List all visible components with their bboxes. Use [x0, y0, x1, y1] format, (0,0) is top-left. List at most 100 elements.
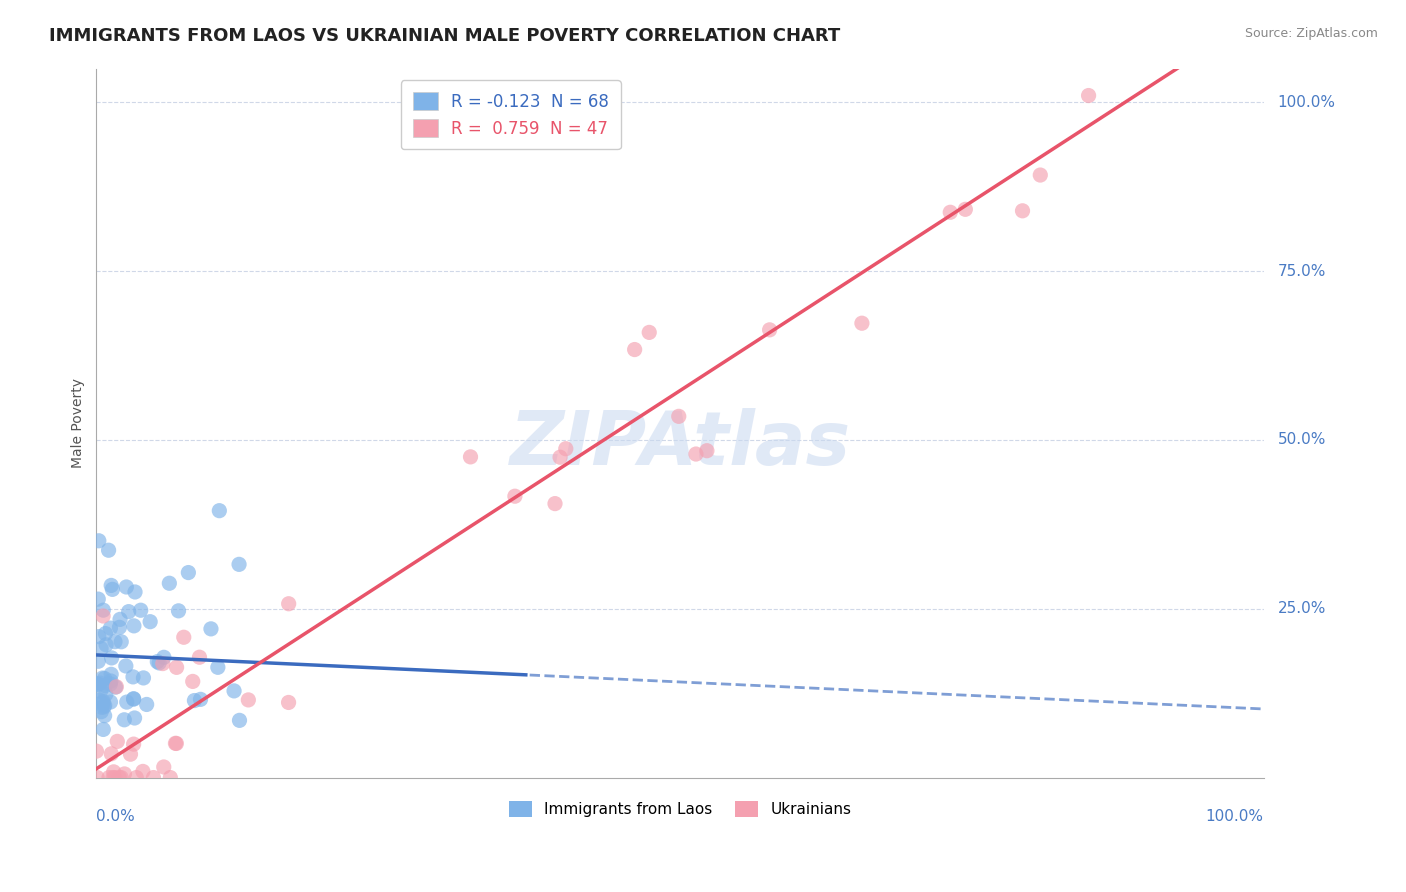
Point	[939, 205, 962, 219]
Point	[104, 771, 127, 785]
Point	[110, 771, 132, 785]
Point	[208, 503, 231, 517]
Point	[460, 450, 482, 464]
Point	[167, 604, 190, 618]
Point	[228, 558, 250, 572]
Point	[101, 771, 124, 785]
Point	[1077, 88, 1099, 103]
Point	[685, 447, 707, 461]
Point	[132, 671, 155, 685]
Point	[207, 660, 229, 674]
Point	[93, 672, 115, 686]
Point	[124, 711, 146, 725]
Point	[177, 566, 200, 580]
Point	[277, 695, 299, 709]
Point	[222, 684, 245, 698]
Point	[115, 580, 138, 594]
Point	[87, 654, 110, 668]
Point	[90, 684, 112, 698]
Point	[104, 634, 127, 648]
Point	[100, 695, 122, 709]
Text: 25.0%: 25.0%	[1278, 601, 1326, 616]
Point	[87, 693, 110, 707]
Point	[87, 592, 110, 607]
Point	[86, 744, 108, 758]
Point	[93, 708, 115, 723]
Point	[851, 316, 873, 330]
Point	[100, 621, 122, 635]
Point	[166, 660, 188, 674]
Point	[122, 670, 145, 684]
Point	[696, 443, 718, 458]
Point	[104, 680, 127, 694]
Point	[1011, 203, 1033, 218]
Text: 50.0%: 50.0%	[1278, 433, 1326, 448]
Text: IMMIGRANTS FROM LAOS VS UKRAINIAN MALE POVERTY CORRELATION CHART: IMMIGRANTS FROM LAOS VS UKRAINIAN MALE P…	[49, 27, 841, 45]
Point	[188, 650, 211, 665]
Point	[122, 691, 145, 706]
Point	[115, 695, 138, 709]
Point	[132, 764, 155, 779]
Point	[181, 674, 204, 689]
Point	[98, 771, 121, 785]
Point	[115, 659, 138, 673]
Point	[173, 630, 195, 644]
Point	[105, 734, 128, 748]
Point	[146, 655, 169, 669]
Point	[94, 687, 117, 701]
Point	[165, 736, 187, 750]
Point	[228, 714, 250, 728]
Point	[100, 578, 122, 592]
Point	[110, 634, 132, 648]
Point	[94, 679, 117, 693]
Point	[94, 638, 117, 652]
Point	[90, 641, 112, 656]
Point	[86, 677, 108, 691]
Point	[103, 764, 125, 779]
Legend: Immigrants from Laos, Ukrainians: Immigrants from Laos, Ukrainians	[503, 795, 858, 823]
Y-axis label: Male Poverty: Male Poverty	[72, 378, 86, 468]
Point	[122, 737, 145, 751]
Point	[503, 489, 526, 503]
Point	[152, 657, 174, 671]
Point	[101, 582, 124, 597]
Point	[90, 700, 112, 714]
Point	[623, 343, 645, 357]
Point	[87, 533, 110, 548]
Point	[105, 680, 128, 694]
Point	[108, 612, 131, 626]
Point	[91, 603, 114, 617]
Text: Source: ZipAtlas.com: Source: ZipAtlas.com	[1244, 27, 1378, 40]
Point	[668, 409, 690, 424]
Point	[638, 326, 661, 340]
Point	[94, 626, 117, 640]
Point	[148, 656, 170, 670]
Point	[91, 723, 114, 737]
Point	[100, 673, 122, 688]
Point	[97, 543, 120, 558]
Point	[120, 747, 142, 762]
Point	[87, 677, 110, 691]
Point	[91, 695, 114, 709]
Point	[93, 698, 115, 713]
Point	[277, 597, 299, 611]
Point	[200, 622, 222, 636]
Text: 100.0%: 100.0%	[1278, 95, 1336, 110]
Point	[93, 699, 115, 714]
Point	[544, 497, 567, 511]
Point	[91, 696, 114, 710]
Point	[108, 620, 131, 634]
Point	[122, 619, 145, 633]
Point	[118, 605, 141, 619]
Point	[554, 442, 576, 456]
Point	[100, 747, 122, 761]
Point	[122, 692, 145, 706]
Point	[152, 760, 174, 774]
Point	[238, 693, 260, 707]
Point	[1029, 168, 1052, 182]
Text: 0.0%: 0.0%	[97, 809, 135, 824]
Point	[190, 692, 212, 706]
Point	[114, 767, 136, 781]
Point	[183, 693, 205, 707]
Point	[129, 603, 152, 617]
